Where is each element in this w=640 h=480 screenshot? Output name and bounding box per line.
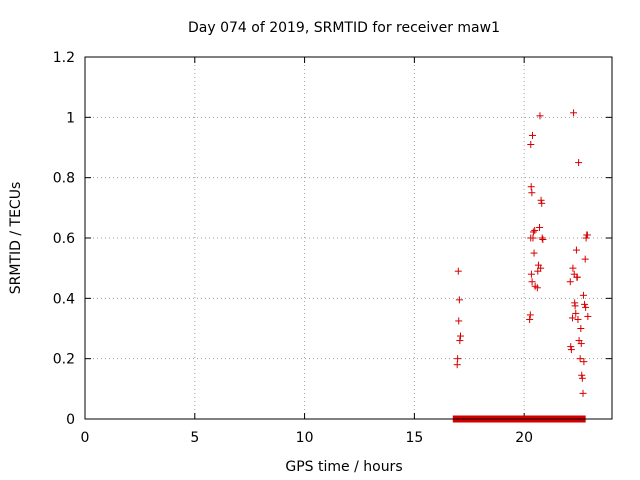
- y-tick-label: 0.4: [53, 291, 75, 307]
- data-point: [454, 267, 462, 275]
- data-point: [580, 358, 588, 366]
- x-tick-label: 0: [81, 430, 90, 446]
- data-point: [526, 311, 534, 319]
- data-point: [536, 223, 544, 231]
- data-point: [582, 234, 590, 242]
- y-tick-label: 0.8: [53, 171, 75, 187]
- data-point: [578, 374, 586, 382]
- chart-title: Day 074 of 2019, SRMTID for receiver maw…: [188, 20, 500, 36]
- data-point: [538, 234, 546, 242]
- plot-frame: [84, 56, 613, 420]
- data-point: [528, 189, 536, 197]
- data-point: [456, 332, 464, 340]
- data-point: [529, 234, 537, 242]
- data-point: [572, 309, 580, 317]
- data-point: [569, 264, 577, 272]
- y-tick-label: 0.6: [53, 231, 75, 247]
- data-point: [568, 314, 576, 322]
- y-tick-label: 1.2: [53, 50, 75, 66]
- y-axis-label: SRMTID / TECUs: [8, 182, 24, 295]
- data-point: [581, 255, 589, 263]
- data-point: [573, 273, 581, 281]
- data-point: [534, 267, 542, 275]
- data-point: [567, 343, 575, 351]
- data-point: [536, 112, 544, 120]
- y-tick-label: 1: [66, 110, 75, 126]
- data-point: [581, 300, 589, 308]
- data-point: [577, 325, 585, 332]
- data-point: [575, 159, 583, 167]
- data-point: [539, 236, 547, 244]
- data-point: [579, 291, 587, 299]
- data-point: [579, 389, 587, 397]
- y-tick-label: 0.2: [53, 352, 75, 368]
- data-point: [566, 278, 574, 286]
- data-point: [537, 196, 545, 204]
- data-point: [570, 109, 578, 117]
- data-point: [454, 355, 462, 363]
- data-point: [526, 315, 534, 323]
- data-point: [578, 371, 586, 379]
- x-tick-label: 5: [190, 430, 199, 446]
- data-points: [452, 109, 592, 423]
- data-point: [567, 346, 575, 354]
- data-point: [456, 337, 464, 345]
- data-point: [527, 140, 535, 148]
- ticks: 0 0.2 0.4 0.6 0.8 1 1.2 0 5 10 15 20: [53, 50, 612, 446]
- data-point: [529, 131, 537, 139]
- grid: [85, 57, 612, 419]
- data-point: [583, 231, 591, 239]
- data-point: [582, 303, 590, 311]
- data-point: [572, 246, 580, 254]
- data-point: [527, 183, 535, 191]
- data-point: [527, 270, 535, 278]
- x-tick-label: 20: [515, 430, 533, 446]
- data-point: [529, 228, 537, 236]
- data-point: [577, 340, 585, 348]
- data-point: [455, 296, 463, 304]
- data-point: [531, 226, 539, 234]
- x-tick-label: 10: [296, 430, 314, 446]
- x-axis-label: GPS time / hours: [285, 459, 402, 475]
- x-tick-label: 15: [405, 430, 423, 446]
- data-point: [584, 312, 592, 320]
- data-point: [528, 278, 536, 286]
- data-point: [576, 355, 584, 363]
- data-point: [455, 317, 463, 325]
- data-point: [538, 199, 546, 207]
- data-point: [574, 315, 582, 323]
- data-point: [571, 302, 579, 310]
- data-point: [530, 249, 538, 257]
- data-point: [537, 264, 545, 272]
- data-point: [453, 361, 461, 369]
- data-point: [533, 284, 541, 292]
- y-tick-label: 0: [66, 412, 75, 428]
